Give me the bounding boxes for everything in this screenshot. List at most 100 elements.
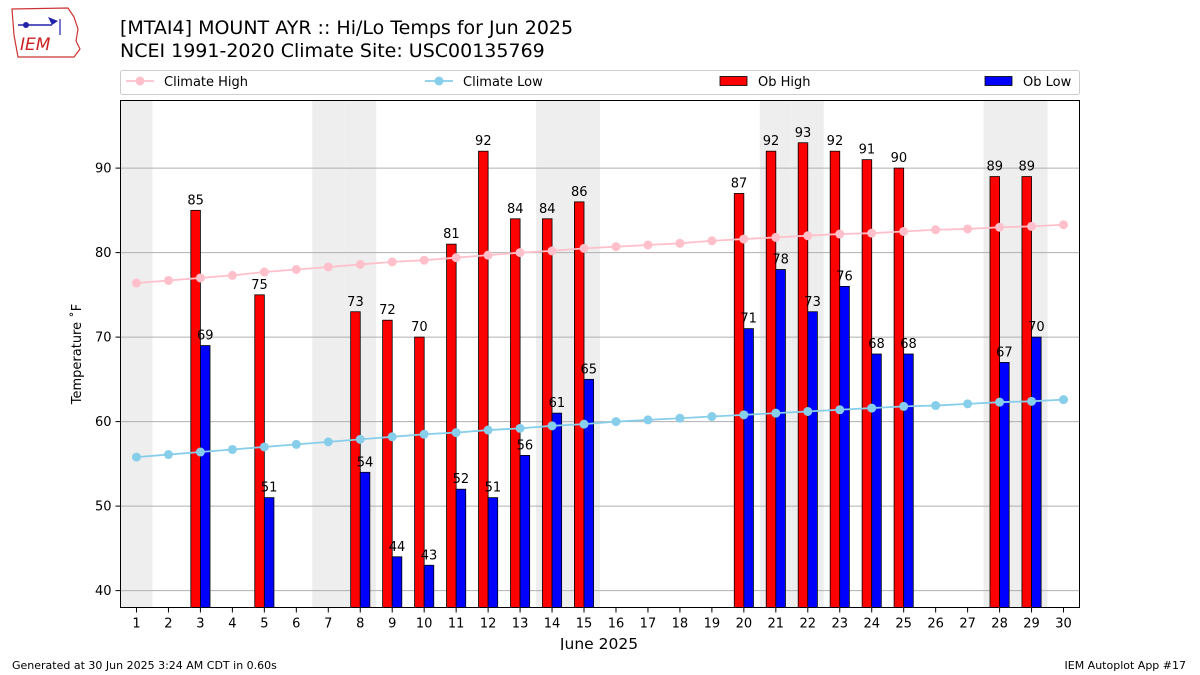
climate-low-point <box>195 447 205 457</box>
ob-high-label: 72 <box>379 303 396 318</box>
ob-low-bar <box>391 556 403 608</box>
ob-low-bar <box>807 311 818 608</box>
chart-title: [MTAI4] MOUNT AYR :: Hi/Lo Temps for Jun… <box>120 17 574 39</box>
climate-low-point <box>675 413 685 423</box>
chart-subtitle: NCEI 1991-2020 Climate Site: USC00135769 <box>120 40 545 62</box>
x-tick-label: 26 <box>927 617 944 632</box>
ob-high-bar <box>829 150 841 608</box>
x-tick-label: 1 <box>132 617 140 632</box>
climate-high-point <box>323 262 333 272</box>
ob-low-bar <box>200 345 211 608</box>
ob-high-bar <box>733 193 745 608</box>
climate-high-line <box>136 223 1064 284</box>
climate-low-point <box>835 405 845 415</box>
ob-high-label: 75 <box>251 278 268 293</box>
iem-logo: IEM <box>11 7 81 58</box>
climate-low-point <box>963 399 973 409</box>
climate-low-line <box>136 398 1064 458</box>
legend-box <box>120 70 1080 95</box>
ob-high-bar <box>382 319 393 608</box>
climate-low-point <box>579 419 589 429</box>
temperature-chart: Climate High Climate Low Ob High Ob Low … <box>69 70 1080 650</box>
climate-low-point <box>611 417 621 427</box>
legend-ob-high-swatch <box>719 76 748 86</box>
ob-high-bar <box>861 159 873 608</box>
ob-low-label: 67 <box>996 345 1013 360</box>
ob-low-bar <box>423 564 435 608</box>
ob-low-label: 51 <box>485 481 502 496</box>
x-tick-label: 2 <box>164 617 172 632</box>
legend-climate-low-label: Climate Low <box>463 75 543 90</box>
legend-climate-high-marker <box>135 76 145 86</box>
climate-low-point <box>259 442 269 452</box>
climate-low-point <box>931 401 941 411</box>
climate-high-point <box>995 222 1005 232</box>
y-axis-label: Temperature ˚F <box>69 304 85 405</box>
ob-high-bar <box>446 243 457 608</box>
ob-low-bar <box>583 378 595 608</box>
x-tick-label: 17 <box>640 617 657 632</box>
x-tick-label: 23 <box>831 617 848 632</box>
climate-high-point <box>931 225 941 235</box>
ob-low-label: 78 <box>772 253 789 268</box>
x-tick-label: 11 <box>448 617 465 632</box>
x-tick-label: 13 <box>512 617 529 632</box>
climate-low-point <box>643 415 653 425</box>
ob-low-bar <box>775 269 786 608</box>
legend-climate-low-marker <box>434 76 444 86</box>
climate-high-point <box>387 257 397 267</box>
ob-high-label: 85 <box>187 193 204 208</box>
y-tick-label: 50 <box>95 500 112 515</box>
plot-frame <box>120 100 1080 608</box>
climate-low-point <box>163 450 173 460</box>
weekend-shade <box>120 100 153 608</box>
ob-low-bar <box>359 471 371 608</box>
climate-high-point <box>707 236 717 246</box>
x-tick-label: 12 <box>480 617 497 632</box>
y-tick-label: 60 <box>95 415 112 430</box>
x-tick-label: 30 <box>1055 617 1072 632</box>
ob-high-bar <box>797 142 809 608</box>
ob-low-label: 70 <box>1028 320 1045 335</box>
climate-low-point <box>451 428 461 438</box>
ob-high-label: 92 <box>763 134 780 149</box>
climate-high-point <box>867 228 877 238</box>
climate-low-point <box>387 432 397 442</box>
climate-high-point <box>1059 220 1069 230</box>
ob-low-label: 76 <box>836 269 853 284</box>
ob-high-bar <box>574 201 585 608</box>
climate-low-point <box>899 401 909 411</box>
ob-high-label: 86 <box>571 185 588 200</box>
climate-high-point <box>227 270 237 280</box>
ob-low-bar <box>1031 336 1042 608</box>
ob-high-bar <box>510 218 521 608</box>
x-tick-label: 20 <box>736 617 753 632</box>
climate-high-point <box>899 226 909 236</box>
x-tick-label: 3 <box>196 617 204 632</box>
ob-high-label: 91 <box>859 143 876 158</box>
app-note: IEM Autoplot App #17 <box>1064 659 1187 672</box>
x-tick-label: 15 <box>576 617 593 632</box>
ob-low-label: 51 <box>261 481 278 496</box>
x-tick-label: 9 <box>388 617 396 632</box>
legend-ob-low-label: Ob Low <box>1023 75 1072 90</box>
climate-high-point <box>611 242 621 252</box>
climate-low-point <box>547 421 557 431</box>
x-tick-label: 10 <box>416 617 433 632</box>
climate-high-point <box>195 273 205 283</box>
ob-high-label: 90 <box>891 151 908 166</box>
logo-text: IEM <box>20 35 51 55</box>
ob-high-label: 73 <box>347 295 364 310</box>
y-tick-label: 80 <box>95 246 112 261</box>
y-tick-label: 70 <box>95 331 112 346</box>
x-tick-label: 8 <box>356 617 364 632</box>
ob-high-label: 81 <box>443 227 460 242</box>
ob-low-label: 43 <box>421 548 438 563</box>
climate-low-point <box>515 423 525 433</box>
ob-low-label: 44 <box>389 540 406 555</box>
x-tick-label: 27 <box>959 617 976 632</box>
ob-low-label: 68 <box>868 337 885 352</box>
climate-low-point <box>291 439 301 449</box>
climate-low-point <box>419 429 429 439</box>
climate-high-point <box>451 253 461 263</box>
